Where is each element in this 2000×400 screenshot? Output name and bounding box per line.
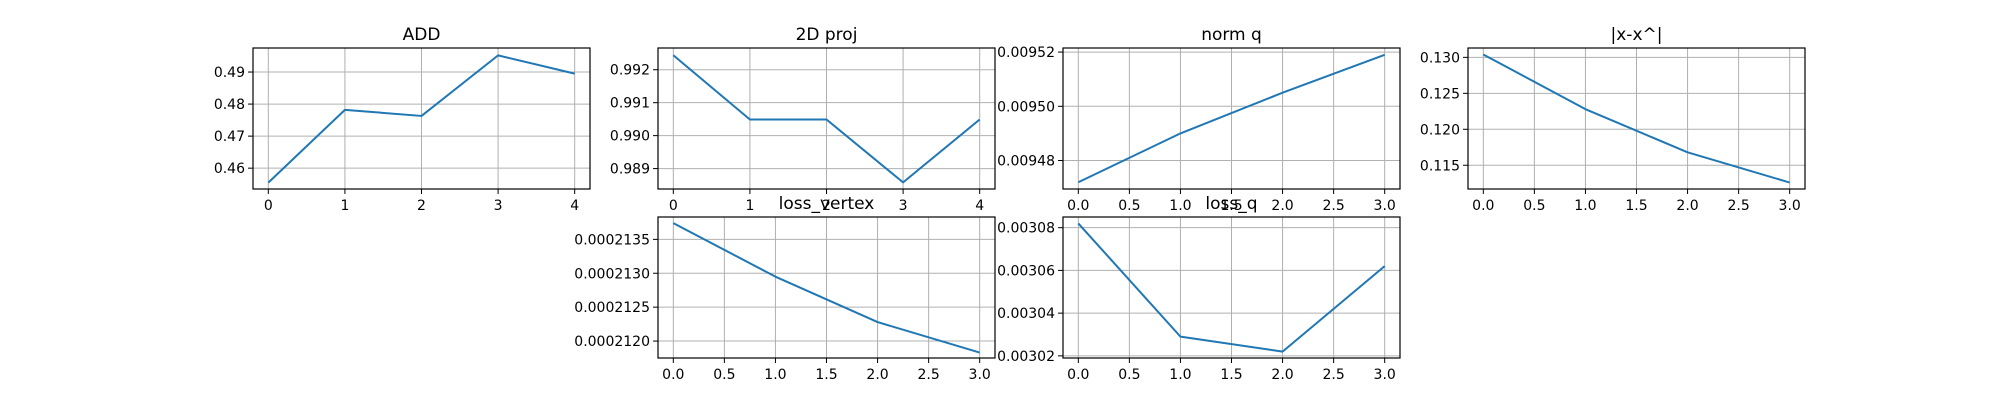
2d-proj-x-tick-label: 3 bbox=[899, 198, 908, 214]
loss-q-x-tick-label: 1.0 bbox=[1169, 367, 1191, 383]
norm-q-x-tick-label: 1.5 bbox=[1220, 198, 1242, 214]
add-x-tick-label: 3 bbox=[494, 198, 503, 214]
add-title: ADD bbox=[403, 25, 441, 45]
norm-q-x-tick-label: 0.5 bbox=[1118, 198, 1140, 214]
add-x-tick-label: 0 bbox=[264, 198, 273, 214]
subplot-loss-q: 0.0 0.5 1.0 1.5 2.0 2.5 3.0 0.00302 0.00304 0.003… bbox=[997, 194, 1401, 383]
loss-q-x-tick-label: 2.5 bbox=[1322, 367, 1344, 383]
x-minus-xhat-y-tick-label: 0.125 bbox=[1420, 86, 1460, 102]
add-y-tick-label: 0.46 bbox=[214, 161, 245, 177]
x-minus-xhat-x-tick-label: 3.0 bbox=[1779, 198, 1801, 214]
norm-q-x-tick-label: 1.0 bbox=[1169, 198, 1191, 214]
2d-proj-title: 2D proj bbox=[796, 25, 858, 45]
loss-vertex-x-tick-label: 3.0 bbox=[969, 367, 991, 383]
loss-q-x-tick-label: 2.0 bbox=[1271, 367, 1293, 383]
loss-vertex-x-tick-label: 2.5 bbox=[917, 367, 939, 383]
add-y-tick-label: 0.48 bbox=[214, 97, 245, 113]
loss-q-x-tick-label: 0.5 bbox=[1118, 367, 1140, 383]
add-series-line bbox=[267, 54, 575, 184]
2d-proj-x-tick-label: 1 bbox=[745, 198, 754, 214]
add-x-tick-label: 1 bbox=[340, 198, 349, 214]
x-minus-xhat-x-tick-label: 2.5 bbox=[1727, 198, 1749, 214]
x-minus-xhat-title: |x-x^| bbox=[1611, 25, 1663, 45]
x-minus-xhat-y-tick-label: 0.120 bbox=[1420, 122, 1460, 138]
add-y-tick-label: 0.49 bbox=[214, 65, 245, 81]
norm-q-series-line bbox=[1077, 53, 1386, 184]
x-minus-xhat-x-tick-label: 0.0 bbox=[1472, 198, 1494, 214]
loss-q-title: loss_q bbox=[1205, 194, 1257, 214]
loss-q-y-tick-label: 0.00308 bbox=[997, 221, 1055, 237]
2d-proj-series-line bbox=[672, 54, 981, 184]
loss-vertex-title: loss_vertex bbox=[779, 194, 875, 214]
norm-q-title: norm q bbox=[1201, 25, 1262, 45]
loss-vertex-x-tick-label: 1.0 bbox=[764, 367, 786, 383]
2d-proj-x-tick-label: 4 bbox=[975, 198, 984, 214]
2d-proj-y-tick-label: 0.991 bbox=[610, 96, 650, 112]
x-minus-xhat-y-tick-label: 0.130 bbox=[1420, 50, 1460, 66]
loss-vertex-series-line bbox=[672, 222, 980, 354]
norm-q-x-tick-label: 2.5 bbox=[1322, 198, 1344, 214]
2d-proj-x-tick-label: 0 bbox=[669, 198, 678, 214]
norm-q-y-tick-label: 0.00948 bbox=[997, 154, 1055, 170]
norm-q-y-tick-label: 0.00952 bbox=[997, 45, 1055, 61]
loss-vertex-x-tick-label: 2.0 bbox=[866, 367, 888, 383]
subplot-x-minus-xhat: 0.0 0.5 1.0 1.5 2.0 2.5 3.0 0.115 0.120 0.125 0.13… bbox=[1420, 25, 1806, 214]
add-x-tick-label: 2 bbox=[417, 198, 426, 214]
2d-proj-y-tick-label: 0.990 bbox=[610, 129, 650, 145]
loss-q-x-tick-label: 1.5 bbox=[1220, 367, 1242, 383]
add-y-tick-label: 0.47 bbox=[214, 129, 245, 145]
2d-proj-y-tick-label: 0.989 bbox=[610, 162, 650, 178]
x-minus-xhat-x-tick-label: 1.5 bbox=[1625, 198, 1647, 214]
x-minus-xhat-series-line bbox=[1482, 53, 1790, 184]
loss-q-y-tick-label: 0.00304 bbox=[997, 306, 1055, 322]
x-minus-xhat-y-tick-label: 0.115 bbox=[1420, 158, 1460, 174]
loss-vertex-y-tick-label: 0.0002135 bbox=[574, 232, 650, 248]
loss-vertex-x-tick-label: 0.0 bbox=[662, 367, 684, 383]
x-minus-xhat-x-tick-label: 1.0 bbox=[1574, 198, 1596, 214]
subplot-loss-vertex: 0.0 0.5 1.0 1.5 2.0 2.5 3.0 0.0002120 0.0002125 0… bbox=[574, 194, 996, 383]
subplot-norm-q: 0.0 0.5 1.0 1.5 2.0 2.5 3.0 0.00948 0.00950 0.009… bbox=[997, 25, 1401, 214]
loss-q-series-line bbox=[1077, 222, 1386, 353]
norm-q-y-tick-label: 0.00950 bbox=[997, 99, 1055, 115]
norm-q-x-tick-label: 2.0 bbox=[1271, 198, 1293, 214]
subplot-add: 0 1 2 3 4 0.46 0.47 0.48 0.49 ADD bbox=[214, 25, 591, 214]
loss-q-y-tick-label: 0.00306 bbox=[997, 263, 1055, 279]
norm-q-x-tick-label: 0.0 bbox=[1067, 198, 1089, 214]
x-minus-xhat-x-tick-label: 2.0 bbox=[1676, 198, 1698, 214]
loss-vertex-y-tick-label: 0.0002130 bbox=[574, 266, 650, 282]
loss-vertex-y-tick-label: 0.0002125 bbox=[574, 300, 650, 316]
loss-q-y-tick-label: 0.00302 bbox=[997, 349, 1055, 365]
x-minus-xhat-x-tick-label: 0.5 bbox=[1523, 198, 1545, 214]
2d-proj-x-tick-label: 2 bbox=[822, 198, 831, 214]
2d-proj-y-tick-label: 0.992 bbox=[610, 63, 650, 79]
add-x-tick-label: 4 bbox=[570, 198, 579, 214]
loss-q-x-tick-label: 3.0 bbox=[1374, 367, 1396, 383]
subplot-2d-proj: 0 1 2 3 4 0.989 0.990 0.991 0.992 2D proj bbox=[610, 25, 996, 214]
loss-vertex-y-tick-label: 0.0002120 bbox=[574, 334, 650, 350]
loss-vertex-x-tick-label: 0.5 bbox=[713, 367, 735, 383]
norm-q-x-tick-label: 3.0 bbox=[1374, 198, 1396, 214]
loss-q-x-tick-label: 0.0 bbox=[1067, 367, 1089, 383]
loss-vertex-x-tick-label: 1.5 bbox=[815, 367, 837, 383]
